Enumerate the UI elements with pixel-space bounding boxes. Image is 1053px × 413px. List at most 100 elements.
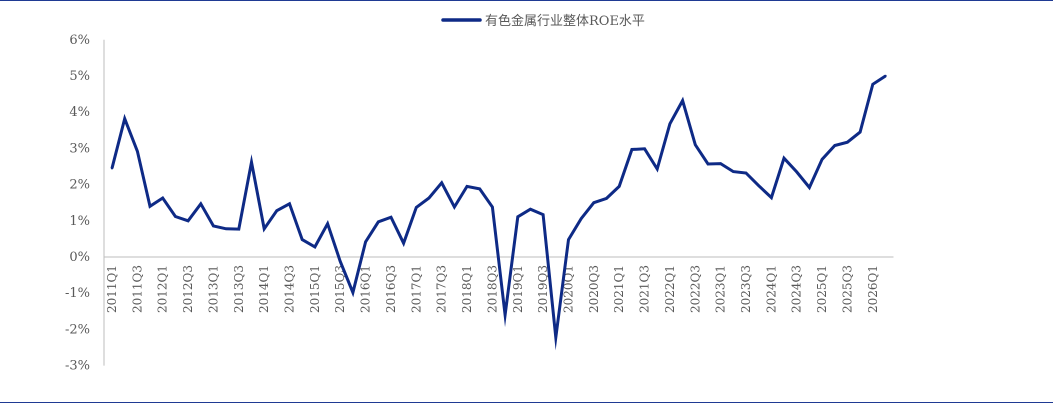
- x-tick-label: 2017Q3: [435, 265, 449, 313]
- data-point: [846, 141, 849, 144]
- data-point: [186, 219, 190, 222]
- legend: 有色金属行业整体ROE水平: [441, 13, 645, 29]
- x-tick-label: 2018Q1: [460, 265, 474, 313]
- data-point: [795, 170, 798, 174]
- data-point: [580, 217, 583, 220]
- data-point: [110, 167, 114, 170]
- data-point: [554, 336, 557, 339]
- data-point: [618, 185, 621, 188]
- x-tick-label: 2015Q3: [333, 265, 347, 313]
- x-tick-label: 2017Q1: [409, 265, 423, 313]
- data-point: [592, 201, 595, 204]
- x-tick-label: 2016Q3: [384, 265, 398, 313]
- x-tick-label: 2015Q1: [308, 265, 322, 313]
- y-tick-label: -1%: [65, 286, 90, 301]
- data-point: [174, 215, 177, 218]
- data-point: [516, 215, 519, 218]
- data-point: [605, 197, 608, 200]
- data-point: [275, 209, 278, 212]
- data-point: [630, 148, 634, 151]
- data-point: [732, 170, 735, 173]
- data-point: [478, 187, 481, 191]
- x-tick-label: 2021Q1: [612, 265, 626, 313]
- data-point: [326, 222, 329, 225]
- data-point: [440, 181, 443, 184]
- x-tick-label: 2024Q1: [764, 265, 778, 313]
- y-tick-label: 1%: [69, 214, 90, 229]
- data-point: [656, 167, 659, 171]
- x-tick-label: 2012Q1: [156, 265, 170, 313]
- x-tick-label: 2014Q3: [283, 265, 297, 313]
- data-point: [694, 143, 697, 146]
- x-tick-label: 2014Q1: [257, 265, 271, 313]
- x-axis: 2011Q1 2011Q3 2012Q1 2012Q3 2013Q1 2013Q3 2014…: [104, 256, 894, 313]
- x-tick-label: 2019Q1: [511, 265, 525, 313]
- x-tick-label: 2022Q3: [688, 265, 702, 313]
- series-line: [110, 74, 887, 351]
- x-tick-label: 2020Q3: [587, 265, 601, 313]
- x-tick-label: 2013Q1: [206, 265, 220, 313]
- x-tick-label: 2025Q3: [840, 265, 854, 313]
- y-tick-label: 0%: [69, 250, 90, 265]
- data-point: [148, 205, 152, 208]
- data-point: [237, 227, 240, 231]
- x-tick-label: 2011Q3: [130, 265, 144, 313]
- data-point: [123, 117, 126, 120]
- data-point: [782, 157, 786, 160]
- x-tick-label: 2026Q1: [866, 265, 880, 313]
- y-tick-label: 3%: [69, 141, 90, 156]
- data-point: [224, 227, 228, 230]
- data-point: [136, 150, 139, 153]
- data-point: [263, 227, 266, 230]
- legend-label: 有色金属行业整体ROE水平: [485, 13, 645, 29]
- x-tick-label: 2012Q3: [181, 265, 195, 313]
- data-point: [351, 291, 355, 294]
- data-point: [491, 205, 494, 209]
- data-point: [250, 161, 253, 164]
- data-point: [757, 184, 760, 187]
- data-point: [339, 260, 342, 263]
- series-layer: [110, 74, 887, 351]
- y-tick-label: 6%: [69, 33, 90, 48]
- x-tick-label: 2021Q3: [638, 265, 652, 313]
- data-point: [770, 196, 773, 199]
- data-point: [377, 220, 380, 224]
- data-point: [453, 205, 456, 209]
- data-point: [808, 186, 811, 189]
- data-point: [288, 202, 291, 205]
- y-axis: 6% 5% 4% 3% 2% 1% 0% -1% -2% -3%: [65, 33, 105, 374]
- data-point: [161, 196, 164, 200]
- y-tick-label: 2%: [69, 178, 90, 193]
- data-point: [541, 213, 545, 216]
- y-tick-label: -3%: [65, 359, 90, 374]
- x-tick-label: 2023Q1: [714, 265, 728, 313]
- x-tick-label: 2018Q3: [485, 265, 499, 313]
- data-point: [364, 240, 367, 243]
- x-tick-label: 2024Q3: [790, 265, 804, 313]
- data-point: [706, 162, 710, 166]
- x-tick-label: 2016Q1: [359, 265, 373, 313]
- data-point: [884, 74, 887, 78]
- data-point: [415, 206, 418, 209]
- x-tick-label: 2013Q3: [232, 265, 246, 313]
- data-point: [567, 238, 570, 241]
- y-tick-label: 5%: [69, 69, 90, 84]
- x-tick-label: 2025Q1: [815, 265, 829, 313]
- data-point: [668, 122, 672, 126]
- data-point: [427, 196, 431, 200]
- data-point: [389, 216, 393, 219]
- y-tick-label: -2%: [65, 322, 90, 337]
- data-point: [313, 245, 317, 249]
- x-tick-label: 2011Q1: [105, 265, 119, 313]
- x-tick-label: 2019Q3: [536, 265, 550, 313]
- data-point: [402, 242, 405, 245]
- data-point: [465, 185, 469, 188]
- data-point: [503, 313, 507, 317]
- data-point: [643, 147, 646, 150]
- data-point: [833, 144, 836, 147]
- data-point: [719, 162, 722, 165]
- data-point: [199, 202, 202, 205]
- data-point: [529, 208, 532, 211]
